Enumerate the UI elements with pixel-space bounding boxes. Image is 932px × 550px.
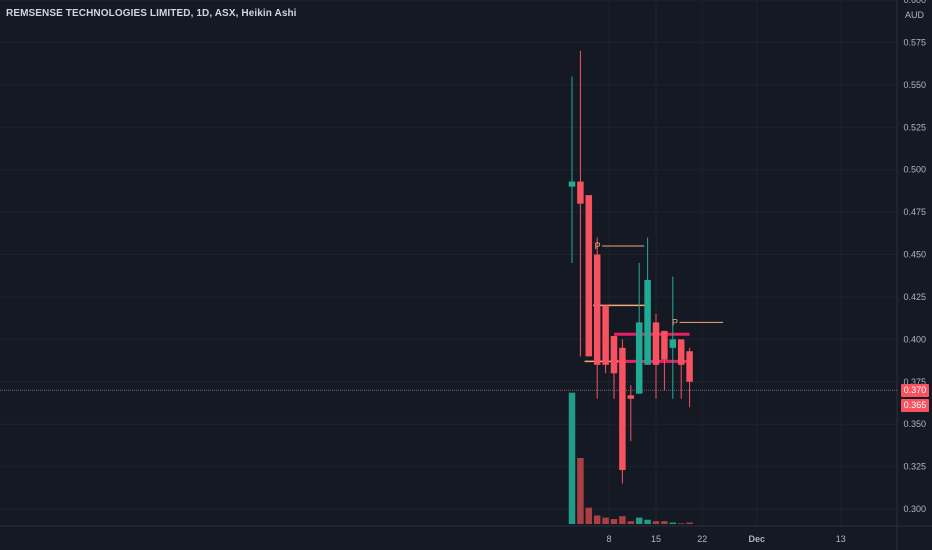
x-tick-label: 8 <box>606 534 611 544</box>
candle-body <box>602 305 609 365</box>
candle-body <box>585 195 593 357</box>
candle-body <box>652 322 660 365</box>
candle-body <box>635 322 643 394</box>
marker-label: P <box>672 317 678 327</box>
y-axis-currency: AUD <box>904 10 924 20</box>
volume-bar <box>644 519 651 524</box>
y-tick-label: 0.400 <box>903 334 926 344</box>
candle-body <box>610 335 618 374</box>
plot-background <box>0 0 897 526</box>
y-tick-label: 0.425 <box>903 292 926 302</box>
volume-bar <box>602 517 609 524</box>
y-tick-label: 0.325 <box>903 462 926 472</box>
legend-chart-style: Heikin Ashi <box>241 8 297 19</box>
legend-exchange: ASX <box>214 8 236 19</box>
candle-body <box>669 339 677 348</box>
x-tick-label: Dec <box>749 534 766 544</box>
y-tick-label: 0.525 <box>903 122 926 132</box>
volume-bar <box>669 522 677 524</box>
candle-body <box>644 279 651 365</box>
volume-bar <box>635 517 643 524</box>
legend-interval: 1D <box>196 8 210 19</box>
volume-bar <box>619 516 626 524</box>
y-tick-label: 0.375 <box>903 377 926 387</box>
x-tick-label: 13 <box>836 534 846 544</box>
price-tag-last: 0.370 <box>901 383 929 397</box>
candle-body <box>568 181 576 187</box>
y-tick-label: 0.350 <box>903 419 926 429</box>
candle-body <box>619 347 626 471</box>
candle-body <box>593 254 601 365</box>
y-tick-label: 0.450 <box>903 250 926 260</box>
price-tag-close: 0.365 <box>901 398 929 412</box>
volume-bar <box>610 519 618 524</box>
volume-bar <box>686 522 693 524</box>
volume-bar <box>585 507 593 524</box>
y-tick-label: 0.475 <box>903 207 926 217</box>
x-tick-label: 15 <box>651 534 661 544</box>
candle-body <box>627 395 635 399</box>
volume-bar <box>627 521 635 524</box>
candle-body <box>677 339 685 365</box>
y-tick-label: 0.500 <box>903 165 926 175</box>
candle-body <box>661 330 668 360</box>
candle-body <box>686 351 693 382</box>
volume-bar <box>568 392 576 524</box>
candle-body <box>577 181 584 204</box>
x-tick-label: 22 <box>697 534 707 544</box>
legend-symbol: REMSENSE TECHNOLOGIES LIMITED <box>6 8 191 19</box>
y-tick-label: 0.600 <box>903 0 926 5</box>
y-tick-label: 0.300 <box>903 504 926 514</box>
volume-bar <box>677 523 685 524</box>
y-tick-label: 0.550 <box>903 80 926 90</box>
volume-bar <box>661 521 668 524</box>
y-tick-label: 0.575 <box>903 37 926 47</box>
symbol-legend[interactable]: REMSENSE TECHNOLOGIES LIMITED, 1D, ASX, … <box>6 8 297 19</box>
volume-bar <box>593 515 601 524</box>
volume-bar <box>652 521 660 524</box>
volume-bar <box>577 457 584 524</box>
marker-label: P <box>595 241 601 251</box>
